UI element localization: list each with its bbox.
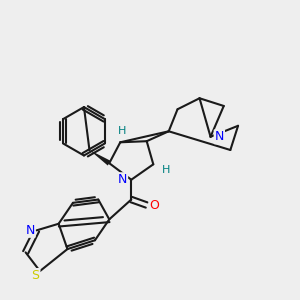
Text: N: N (25, 224, 35, 237)
Text: O: O (149, 199, 159, 212)
Text: N: N (215, 130, 224, 143)
Polygon shape (89, 150, 111, 166)
Text: H: H (118, 126, 127, 136)
Text: S: S (32, 269, 40, 282)
Text: H: H (162, 165, 171, 175)
Text: N: N (118, 173, 127, 186)
